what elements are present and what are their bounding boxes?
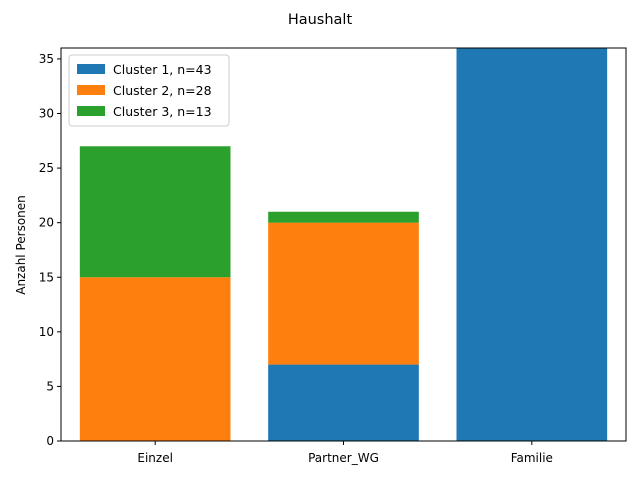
y-tick-label: 5 <box>46 379 54 393</box>
y-tick-label: 30 <box>39 107 54 121</box>
bar-partner-wg-series-1 <box>268 364 419 441</box>
y-tick-label: 25 <box>39 161 54 175</box>
y-tick-label: 0 <box>46 434 54 448</box>
y-tick-label: 10 <box>39 325 54 339</box>
chart-title: Haushalt <box>288 12 353 28</box>
legend-box <box>68 54 230 127</box>
bar-einzel-series-3 <box>79 146 231 278</box>
y-tick-label: 15 <box>39 270 54 284</box>
bar-einzel-series-2 <box>79 277 231 441</box>
y-tick-label: 35 <box>39 52 54 66</box>
legend-label: Cluster 1, n=43 <box>113 62 212 77</box>
legend-label: Cluster 3, n=13 <box>113 104 212 119</box>
x-tick-label: Familie <box>511 451 553 465</box>
legend-label: Cluster 2, n=28 <box>113 83 212 98</box>
legend-swatch <box>77 106 105 116</box>
bars-layer <box>79 48 608 441</box>
x-tick-label: Partner_WG <box>308 451 379 465</box>
bar-partner-wg-series-2 <box>268 222 419 365</box>
y-axis-label: Anzahl Personen <box>14 195 28 295</box>
bar-familie-series-1 <box>456 48 608 441</box>
legend-swatch <box>77 85 105 95</box>
axes-layer: 0 5 10 15 20 25 30 35 Einzel Partner_WG Familie <box>39 47 627 465</box>
legend-swatch <box>77 64 105 74</box>
legend: Cluster 1, n=43 Cluster 2, n=28 Cluster 3,… <box>68 54 230 127</box>
bar-partner-wg-series-3 <box>268 211 419 223</box>
x-tick-label: Einzel <box>137 451 173 465</box>
y-tick-label: 20 <box>39 216 54 230</box>
